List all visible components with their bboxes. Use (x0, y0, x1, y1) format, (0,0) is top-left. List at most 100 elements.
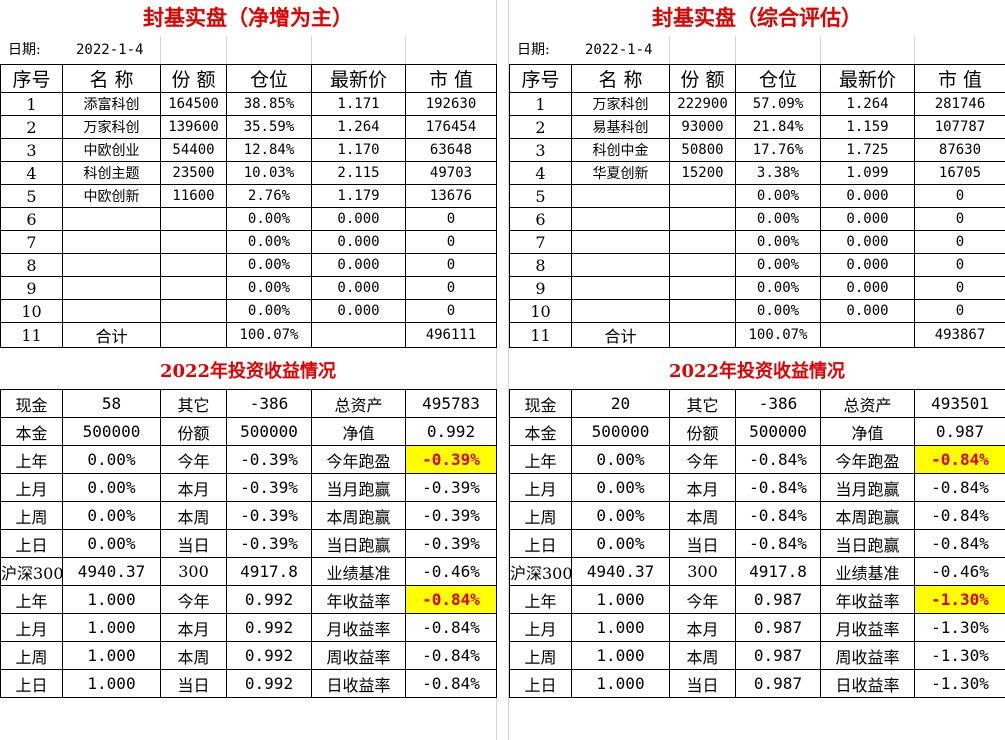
row-number: 6 (509, 207, 572, 231)
stat-value: 1.000 (62, 585, 161, 614)
header-price: 最新价 (311, 64, 406, 93)
row-number: 5 (0, 184, 63, 208)
table-header-row: 序号 名 称 份 额 仓位 最新价 市 值 (509, 64, 1005, 93)
stat-value: 1.000 (571, 669, 670, 698)
stats-row: 本金 500000 份额 500000 净值 0.992 (0, 417, 497, 446)
fund-value: 281746 (914, 92, 1005, 116)
fund-shares: 50800 (669, 138, 736, 162)
fund-position: 0.00% (226, 230, 312, 254)
stat-label: 月收益率 (311, 613, 406, 642)
table-row: 9 0.00% 0.000 0 (0, 276, 497, 300)
stat-value: -0.84% (735, 501, 821, 530)
table-row: 5 0.00% 0.000 0 (509, 184, 1005, 208)
fund-value: 0 (914, 230, 1005, 254)
fund-price: 1.725 (820, 138, 915, 162)
stat-value: 4917.8 (735, 557, 821, 586)
row-number: 2 (509, 115, 572, 139)
stat-value: -0.84% (914, 445, 1005, 474)
fund-name: 易基科创 (571, 115, 670, 139)
row-number: 8 (509, 253, 572, 277)
stat-label: 总资产 (311, 389, 406, 418)
stat-label: 本周 (160, 501, 227, 530)
stat-label: 其它 (669, 389, 736, 418)
stat-value: -0.84% (735, 445, 821, 474)
stat-label: 当日跑赢 (820, 529, 915, 558)
stat-value: 0.992 (405, 417, 497, 446)
stats-row: 上日 0.00% 当日 -0.84% 当日跑赢 -0.84% (509, 529, 1005, 558)
stat-value: -0.39% (226, 445, 312, 474)
stat-value: 0.987 (735, 669, 821, 698)
row-number: 7 (509, 230, 572, 254)
row-number: 3 (0, 138, 63, 162)
fund-shares (160, 207, 227, 231)
stat-value: -1.30% (914, 613, 1005, 642)
fund-price: 2.115 (311, 161, 406, 185)
fund-position: 0.00% (735, 253, 821, 277)
date-row: 日期: 2022-1-4 (0, 36, 496, 64)
fund-value: 0 (405, 207, 497, 231)
stat-label: 300 (160, 557, 227, 586)
fund-name (62, 276, 161, 300)
stat-value: 0.992 (226, 613, 312, 642)
section-subtitle: 2022年投资收益情况 (159, 361, 337, 382)
table-row: 6 0.00% 0.000 0 (509, 207, 1005, 231)
stat-label: 本周 (669, 501, 736, 530)
stats-row: 上日 1.000 当日 0.987 日收益率 -1.30% (509, 669, 1005, 698)
fund-shares (669, 299, 736, 323)
fund-value: 0 (914, 207, 1005, 231)
fund-position: 0.00% (226, 299, 312, 323)
fund-shares (669, 276, 736, 300)
fund-name (571, 299, 670, 323)
stat-value: -0.84% (735, 473, 821, 502)
stats-row: 上月 0.00% 本月 -0.39% 当月跑赢 -0.39% (0, 473, 497, 502)
fund-price: 1.099 (820, 161, 915, 185)
stat-value: -0.46% (914, 557, 1005, 586)
fund-shares (160, 230, 227, 254)
stats-row: 沪深300 4940.37 300 4917.8 业绩基准 -0.46% (0, 557, 497, 586)
fund-name: 万家科创 (571, 92, 670, 116)
fund-value: 0 (914, 299, 1005, 323)
stat-label: 上年 (0, 585, 63, 614)
stat-label: 上月 (509, 613, 572, 642)
row-number: 4 (509, 161, 572, 185)
stat-value: 0.00% (62, 473, 161, 502)
empty-cell (160, 322, 227, 348)
fund-name: 科创中金 (571, 138, 670, 162)
header-no: 序号 (0, 64, 63, 93)
fund-value: 0 (405, 299, 497, 323)
stat-label: 本金 (509, 417, 572, 446)
stat-value: -0.39% (226, 501, 312, 530)
stats-row: 上月 1.000 本月 0.992 月收益率 -0.84% (0, 613, 497, 642)
fund-position: 12.84% (226, 138, 312, 162)
stat-value: 0.00% (62, 529, 161, 558)
table-row: 1 添富科创 164500 38.85% 1.171 192630 (0, 92, 497, 116)
row-number: 5 (509, 184, 572, 208)
row-number: 1 (0, 92, 63, 116)
header-shares: 份 额 (160, 64, 227, 93)
table-row: 10 0.00% 0.000 0 (0, 299, 497, 323)
fund-name: 中欧创新 (62, 184, 161, 208)
stats-table: 现金 58 其它 -386 总资产 495783 本金 500000 份额 500000 净值 0.9… (0, 389, 497, 698)
stats-row: 本金 500000 份额 500000 净值 0.987 (509, 417, 1005, 446)
stats-row: 上年 1.000 今年 0.987 年收益率 -1.30% (509, 585, 1005, 614)
panel-title: 封基实盘（综合评估） (652, 5, 862, 30)
stat-value: -0.39% (405, 501, 497, 530)
total-label: 合计 (571, 322, 670, 348)
panel-divider (496, 0, 509, 740)
table-row: 2 万家科创 139600 35.59% 1.264 176454 (0, 115, 497, 139)
header-price: 最新价 (820, 64, 915, 93)
fund-value: 0 (914, 253, 1005, 277)
stats-row: 上日 0.00% 当日 -0.39% 当日跑赢 -0.39% (0, 529, 497, 558)
fund-position: 0.00% (226, 253, 312, 277)
stats-row: 上月 0.00% 本月 -0.84% 当月跑赢 -0.84% (509, 473, 1005, 502)
stat-value: 0.987 (914, 417, 1005, 446)
fund-value: 192630 (405, 92, 497, 116)
stats-row: 现金 58 其它 -386 总资产 495783 (0, 389, 497, 418)
stat-label: 当日 (669, 529, 736, 558)
stat-label: 今年 (669, 585, 736, 614)
stats-row: 上年 0.00% 今年 -0.39% 今年跑盈 -0.39% (0, 445, 497, 474)
stat-value: -0.39% (405, 473, 497, 502)
stat-label: 周收益率 (311, 641, 406, 670)
fund-shares: 222900 (669, 92, 736, 116)
stat-value: 1.000 (62, 613, 161, 642)
